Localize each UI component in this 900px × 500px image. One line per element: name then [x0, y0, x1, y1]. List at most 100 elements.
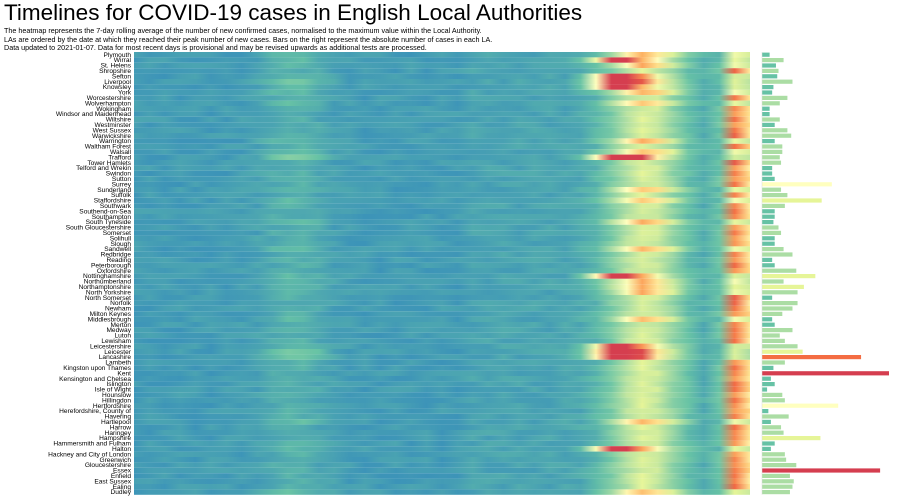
row-label: Slough [110, 241, 131, 248]
case-bar [762, 371, 889, 376]
case-bar [762, 247, 784, 252]
heatmap-row [134, 311, 750, 317]
row-label: Kingston upon Thames [63, 365, 131, 372]
row-label: Southwark [100, 203, 132, 210]
case-bar [762, 414, 789, 419]
heatmap-row [134, 462, 750, 468]
description-line-2: LAs are ordered by the date at which the… [4, 34, 493, 44]
heatmap-row [134, 403, 750, 409]
heatmap-row [134, 273, 750, 279]
chart-title: Timelines for COVID-19 cases in English … [4, 0, 583, 25]
case-bars [761, 52, 889, 495]
case-bar [762, 479, 794, 484]
case-bar [762, 112, 770, 117]
row-label: West Sussex [93, 127, 132, 134]
heatmap-row [134, 381, 750, 387]
case-bar [762, 403, 839, 408]
case-bar [762, 133, 792, 138]
case-bar [762, 317, 773, 322]
row-label: Solihull [110, 235, 132, 242]
row-label: Hampshire [99, 435, 131, 442]
case-bar [762, 349, 803, 354]
row-label: Northamptonshire [79, 284, 132, 291]
case-bar [762, 425, 782, 430]
heatmap-row [134, 343, 750, 349]
heatmap-row [134, 440, 750, 447]
case-bar [762, 252, 793, 257]
case-bar [762, 74, 778, 79]
row-label: Waltham Forest [85, 144, 131, 151]
row-label: Warrington [99, 138, 131, 145]
heatmap-row [134, 116, 750, 123]
case-bar [762, 63, 776, 68]
row-label: Isle of Wight [95, 387, 131, 394]
heatmap-row [134, 397, 750, 403]
heatmap-row [134, 419, 750, 425]
heatmap-row [134, 214, 750, 220]
heatmap-row [134, 489, 750, 495]
heatmap-row [134, 284, 750, 290]
case-bar [762, 90, 773, 95]
row-label: North Somerset [85, 295, 131, 302]
heatmap-row [134, 181, 750, 187]
heatmap-row [134, 478, 750, 484]
heatmap-row [134, 127, 750, 133]
heatmap-row [134, 424, 750, 430]
case-bar [762, 290, 798, 295]
heatmap-row [134, 305, 750, 312]
case-bar [762, 333, 780, 338]
case-bar [762, 376, 771, 381]
heatmap-row [134, 106, 750, 112]
heatmap-row [134, 176, 750, 182]
case-bar [762, 95, 788, 100]
case-bar [762, 382, 775, 387]
row-label: Dudley [110, 489, 131, 496]
heatmap-row [134, 322, 750, 328]
heatmap-row [134, 84, 750, 90]
heatmap-row [134, 408, 750, 414]
heatmap-row [134, 257, 750, 263]
row-label: Medway [106, 327, 131, 334]
case-bar [762, 241, 775, 246]
row-label: Wolverhampton [85, 100, 131, 107]
row-label: Southampton [92, 214, 132, 221]
case-bar [762, 101, 780, 106]
row-label: Kent [117, 370, 131, 377]
heatmap-row [134, 165, 750, 171]
row-label: Greenwich [99, 457, 131, 464]
case-bar [762, 176, 775, 181]
heatmap-row [134, 295, 750, 301]
heatmap-row [134, 289, 750, 295]
heatmap-row [134, 111, 750, 117]
case-bar [762, 441, 775, 446]
heatmap-row [134, 316, 750, 322]
row-label: Essex [113, 468, 132, 475]
row-label: Liverpool [104, 79, 131, 86]
row-label: Hammersmith and Fulham [53, 441, 131, 448]
case-bar [762, 79, 793, 84]
case-bar [762, 490, 790, 495]
row-label: Surrey [112, 181, 132, 188]
case-bar [762, 263, 775, 268]
row-label: Swindon [106, 171, 132, 178]
case-bar [762, 301, 798, 306]
row-label: Northumberland [84, 279, 132, 286]
case-bar [762, 203, 785, 208]
case-bar [762, 257, 773, 262]
heatmap-row [134, 338, 750, 344]
case-bar [762, 365, 774, 370]
heatmap-row [134, 392, 750, 398]
heatmap-row [134, 170, 750, 177]
case-bar [762, 182, 832, 187]
case-bar [762, 58, 784, 63]
case-bar [762, 306, 793, 311]
case-bar [762, 198, 822, 203]
heatmap-row [134, 251, 750, 258]
heatmap-row [134, 262, 750, 268]
row-label: Sunderland [97, 187, 131, 194]
row-label: Hertfordshire [93, 403, 131, 410]
case-bar [762, 468, 881, 473]
case-bar [762, 236, 775, 241]
row-label: Redbridge [101, 252, 132, 259]
